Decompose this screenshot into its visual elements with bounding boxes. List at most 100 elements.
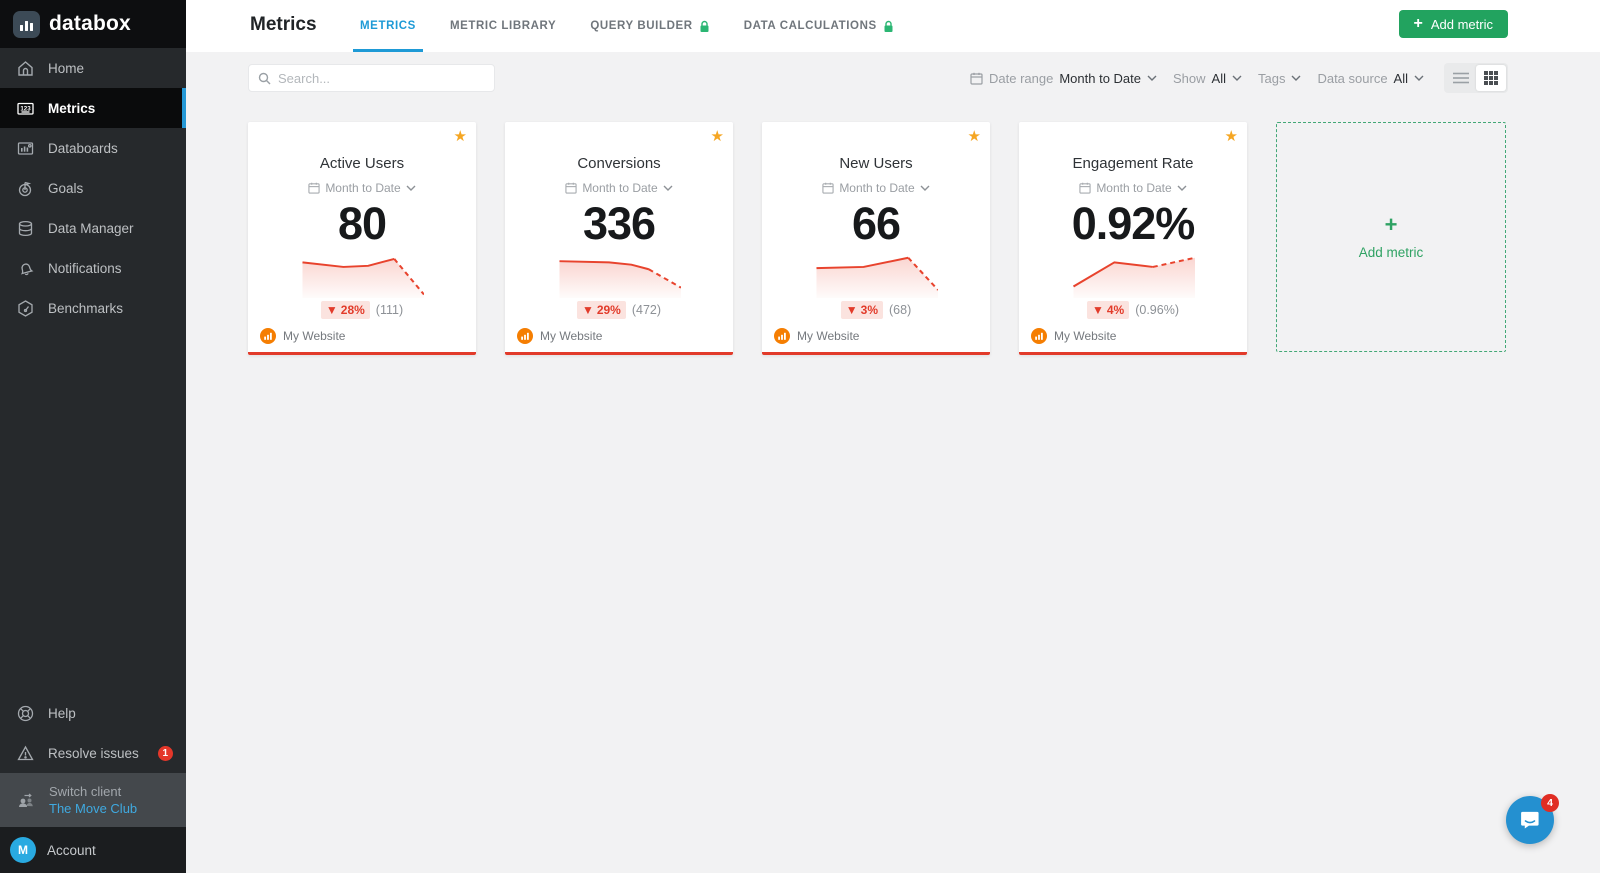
lock-icon [883,20,894,33]
grid-view-button[interactable] [1476,65,1506,91]
metric-card-conversions[interactable]: ★ Conversions Month to Date 336 ▼ 29% (47… [505,122,733,355]
star-icon[interactable]: ★ [453,128,467,145]
data-source-filter[interactable]: Data source All [1317,71,1424,86]
metric-card-engagement-rate[interactable]: ★ Engagement Rate Month to Date 0.92% ▼ 4… [1019,122,1247,355]
sidebar-item-resolve-issues[interactable]: Resolve issues 1 [0,733,186,773]
resolve-issues-badge: 1 [157,745,173,761]
tab-query-builder[interactable]: QUERY BUILDER [590,0,709,52]
down-arrow-icon: ▼ [581,303,594,317]
google-analytics-icon [1031,328,1047,344]
sparkline-chart [557,252,681,298]
add-metric-card[interactable]: + Add metric [1276,122,1506,352]
metric-source: My Website [1031,328,1116,344]
search-box [248,64,495,92]
chat-bubble-icon [1518,808,1542,832]
metric-card-active-users[interactable]: ★ Active Users Month to Date 80 ▼ 28% (11… [248,122,476,355]
chevron-down-icon [1414,75,1424,81]
sidebar-item-label: Benchmarks [48,300,124,316]
sidebar-item-label: Metrics [48,100,96,116]
sparkline-chart [300,252,424,298]
sidebar-item-metrics[interactable]: 123 Metrics [0,88,186,128]
metric-card-new-users[interactable]: ★ New Users Month to Date 66 ▼ 3% (68) My… [762,122,990,355]
grid-view-icon [1484,71,1498,85]
benchmarks-icon [16,299,35,318]
chevron-down-icon [920,185,930,191]
google-analytics-icon [260,328,276,344]
tags-filter[interactable]: Tags [1258,71,1301,86]
google-analytics-icon [517,328,533,344]
search-input[interactable] [278,70,485,86]
change-badge: ▼ 29% [576,301,626,319]
sidebar-item-notifications[interactable]: Notifications [0,248,186,288]
down-arrow-icon: ▼ [845,303,858,317]
metric-title: Conversions [577,155,661,172]
metric-period-dropdown[interactable]: Month to Date [762,181,990,195]
header: Metrics METRICS METRIC LIBRARY QUERY BUI… [186,0,1600,52]
show-filter[interactable]: Show All [1173,71,1242,86]
search-icon [258,72,271,85]
tab-data-calculations[interactable]: DATA CALCULATIONS [744,0,894,52]
sidebar-item-switch-client[interactable]: Switch client The Move Club [0,773,186,827]
metric-period-dropdown[interactable]: Month to Date [1019,181,1247,195]
metric-change: ▼ 28% (111) [248,301,476,319]
down-arrow-icon: ▼ [325,303,338,317]
switch-client-label: Switch client [49,784,122,799]
toolbar: Date range Month to Date Show All Tags D… [186,52,1600,104]
sidebar-item-label: Resolve issues [48,745,139,761]
metric-value: 0.92% [1071,198,1196,249]
sidebar-nav: Home 123 Metrics Databoards Goals Data M… [0,48,186,328]
chevron-down-icon [1291,75,1301,81]
sidebar-item-label: Goals [48,180,84,196]
tab-metrics[interactable]: METRICS [353,0,423,52]
plus-icon: + [1384,212,1398,237]
star-icon[interactable]: ★ [967,128,981,145]
chevron-down-icon [663,185,673,191]
switch-client-icon [16,790,36,810]
previous-value: (472) [631,303,662,317]
metric-change: ▼ 3% (68) [762,301,990,319]
sidebar-item-benchmarks[interactable]: Benchmarks [0,288,186,328]
metric-title: Active Users [319,155,405,172]
sidebar-item-goals[interactable]: Goals [0,168,186,208]
metric-period-dropdown[interactable]: Month to Date [505,181,733,195]
switch-client-value[interactable]: The Move Club [49,801,138,816]
home-icon [16,59,35,78]
metric-value: 80 [337,198,387,249]
sidebar-item-databoards[interactable]: Databoards [0,128,186,168]
list-view-icon [1453,72,1469,84]
sidebar-item-label: Help [48,705,76,721]
star-icon[interactable]: ★ [710,128,724,145]
date-range-filter[interactable]: Date range Month to Date [970,71,1157,86]
metric-source: My Website [260,328,345,344]
account-label: Account [47,842,96,858]
sidebar-item-label: Databoards [48,140,118,156]
metrics-icon: 123 [16,99,35,118]
change-badge: ▼ 28% [320,301,370,319]
data-manager-icon [16,219,35,238]
plus-icon: + [1413,15,1423,32]
metric-cards: ★ Active Users Month to Date 80 ▼ 28% (11… [248,122,1506,355]
chevron-down-icon [1147,75,1157,81]
sidebar-item-help[interactable]: Help [0,693,186,733]
tab-metric-library[interactable]: METRIC LIBRARY [449,20,557,32]
sparkline-chart [1071,252,1195,298]
sidebar-item-account[interactable]: M Account [0,827,186,873]
goals-icon [16,179,35,198]
list-view-button[interactable] [1446,65,1476,91]
metric-title: New Users [839,155,913,172]
help-icon [16,704,35,723]
page-title: Metrics [250,14,317,35]
sidebar-item-label: Home [48,60,85,76]
filter-bar: Date range Month to Date Show All Tags D… [970,52,1508,104]
add-metric-button[interactable]: + Add metric [1398,10,1508,38]
calendar-icon [970,72,983,85]
sidebar-item-home[interactable]: Home [0,48,186,88]
star-icon[interactable]: ★ [1224,128,1238,145]
metric-period-dropdown[interactable]: Month to Date [248,181,476,195]
metric-source: My Website [774,328,859,344]
sidebar-item-data-manager[interactable]: Data Manager [0,208,186,248]
logo[interactable]: databox [0,0,186,48]
chat-unread-badge: 4 [1541,794,1559,812]
previous-value: (68) [889,303,912,317]
bell-icon [16,259,35,278]
